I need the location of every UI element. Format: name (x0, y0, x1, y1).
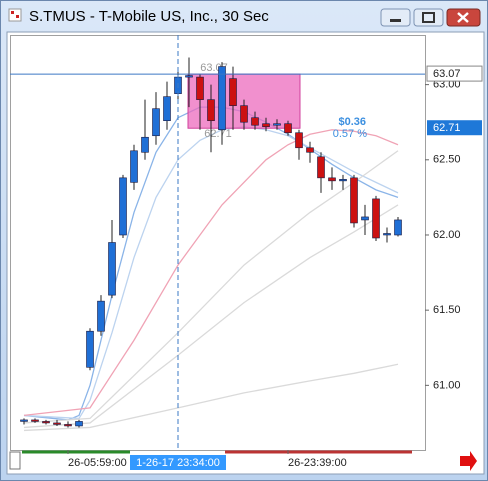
candle-body (86, 330, 94, 368)
candle-body (284, 123, 292, 134)
candle-body (339, 179, 347, 182)
last-price-box (427, 120, 482, 136)
candle-body (31, 419, 39, 422)
candle-body (372, 198, 380, 239)
candle-body (196, 76, 204, 100)
candle-body (141, 136, 149, 153)
candle-body (20, 419, 28, 422)
crosshair-price-box (426, 65, 483, 82)
candle-body (295, 132, 303, 149)
moving-average (23, 363, 399, 432)
y-tick-label: 62.00 (433, 229, 461, 241)
candle-body (185, 75, 193, 78)
minimize-button[interactable] (380, 8, 411, 27)
measure-bottom-label: 62.71 (204, 128, 232, 140)
y-tick-label: 61.00 (433, 379, 461, 391)
scroll-box[interactable] (9, 451, 21, 470)
crosshair-time-label: 1-26-17 23:34:00 (136, 457, 220, 469)
candle-body (119, 177, 127, 236)
x-tick-label: 26-05:59:00 (68, 457, 127, 469)
crosshair-price-label: 63.07 (433, 68, 461, 80)
app-icon (8, 8, 22, 22)
minimize-icon (390, 19, 401, 22)
last-price-label: 62.71 (433, 122, 461, 134)
close-icon (457, 12, 469, 23)
maximize-button[interactable] (413, 8, 444, 27)
candle-body (240, 105, 248, 123)
crosshair-time-box (130, 455, 226, 470)
candle-body (251, 117, 259, 126)
window-title: S.TMUS - T-Mobile US, Inc., 30 Sec (29, 8, 269, 25)
candle-body (218, 66, 226, 131)
candle-body (152, 108, 160, 137)
y-tick-label: 61.50 (433, 304, 461, 316)
candle-body (97, 300, 105, 332)
candle-body (383, 233, 391, 236)
candle-body (328, 177, 336, 182)
icon-dot (11, 11, 14, 14)
measure-change: $0.36 (338, 116, 366, 128)
candle-body (42, 421, 50, 424)
candle-body (262, 123, 270, 128)
candle-body (361, 216, 369, 221)
candle-body (207, 99, 215, 122)
maximize-icon (422, 12, 435, 23)
candle-body (394, 219, 402, 236)
scroll-arrow[interactable] (460, 451, 477, 471)
moving-average (23, 129, 399, 417)
candle-body (53, 422, 61, 425)
icon-dot (16, 15, 19, 18)
moving-average (23, 204, 399, 429)
candle-body (306, 147, 314, 153)
candle-body (273, 123, 281, 126)
candle-body (130, 150, 138, 183)
candle-body (350, 177, 358, 224)
measure-percent: 0.57 % (333, 128, 367, 140)
candle-body (64, 424, 72, 427)
candle-body (229, 78, 237, 106)
candle-body (317, 156, 325, 179)
y-tick-label: 62.50 (433, 154, 461, 166)
candle-body (108, 242, 116, 296)
x-tick-label: 26-23:39:00 (288, 457, 347, 469)
candle-body (75, 421, 83, 427)
candle-body (163, 96, 171, 122)
